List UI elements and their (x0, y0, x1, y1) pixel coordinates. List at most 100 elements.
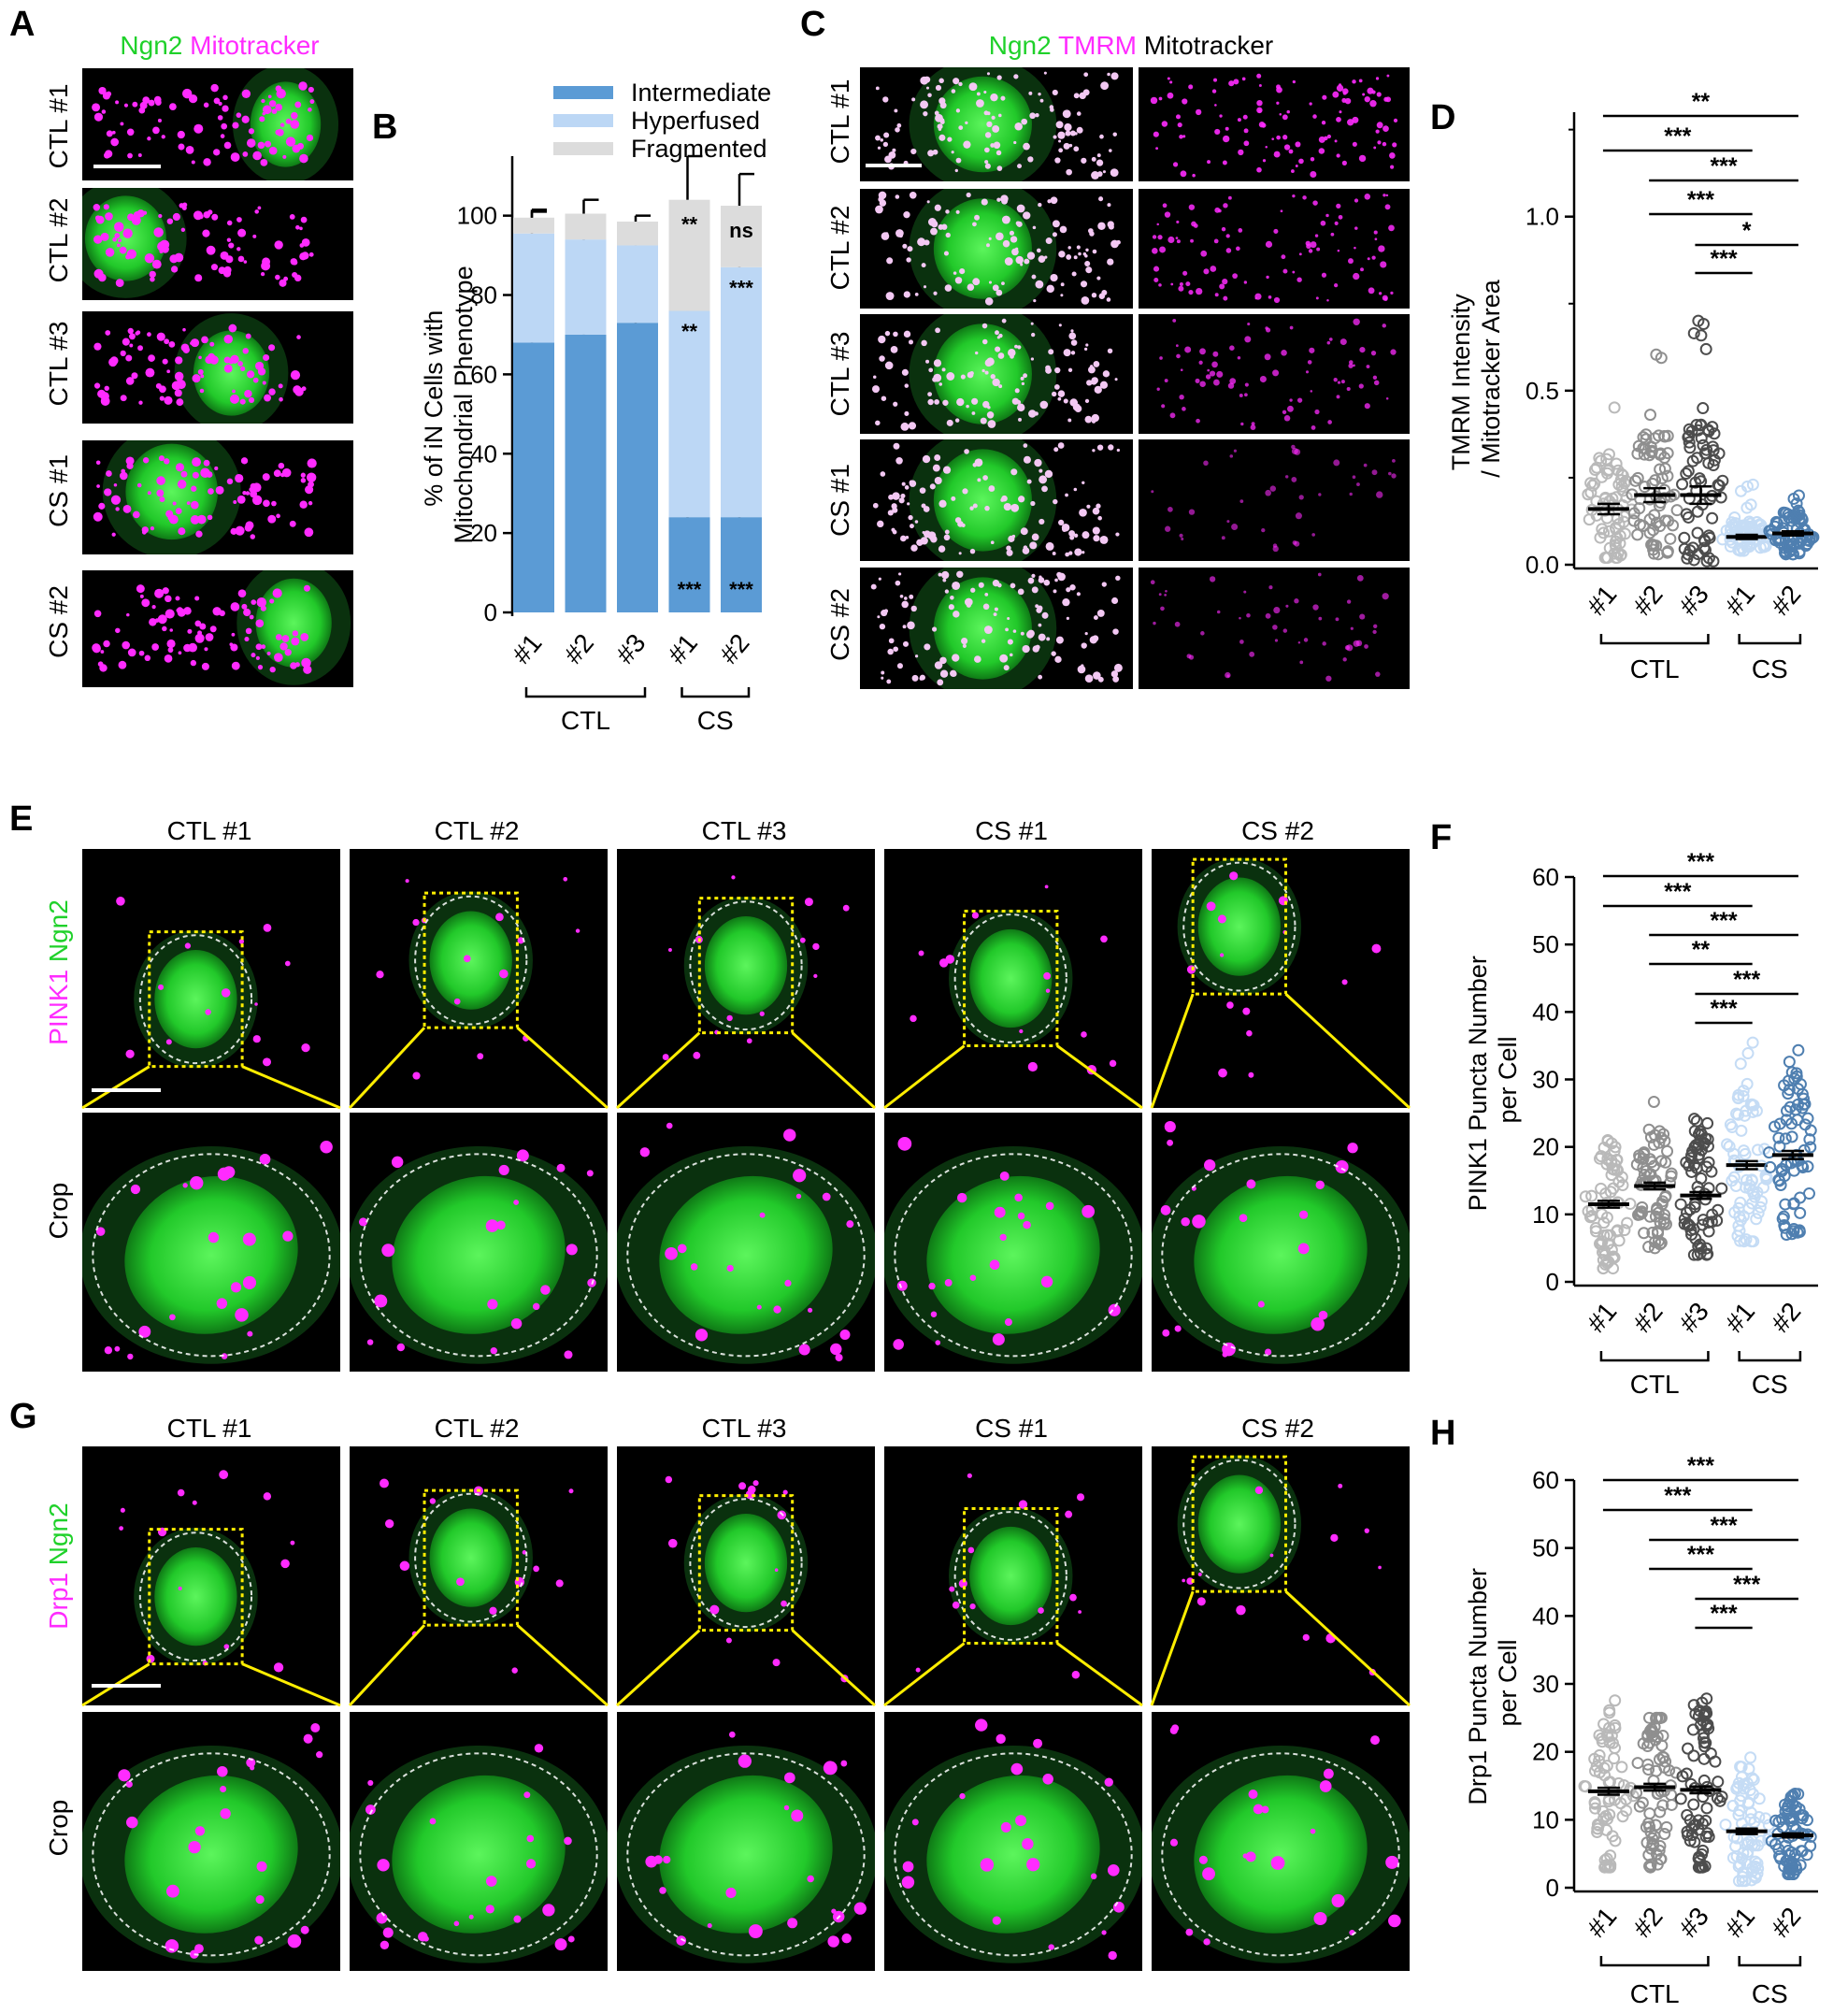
mito-punctum (1057, 390, 1066, 397)
significance-label: ns (729, 219, 753, 242)
mito-punctum (1082, 1204, 1096, 1218)
data-point (1665, 1167, 1678, 1180)
mito-punctum (1016, 204, 1025, 213)
mito-punctum (567, 1935, 575, 1943)
mito-punctum (1265, 612, 1271, 619)
mito-punctum (1292, 270, 1296, 274)
mito-punctum (116, 243, 121, 248)
data-point (1588, 1752, 1601, 1765)
group-label: CS (1752, 1979, 1788, 2008)
crop-guide (791, 1031, 877, 1110)
data-point (1688, 1113, 1701, 1126)
mito-punctum (1276, 135, 1281, 140)
mito-punctum (1090, 378, 1097, 385)
nucleus (969, 1526, 1053, 1626)
mito-punctum (932, 377, 938, 382)
data-point (1605, 1137, 1618, 1150)
mito-punctum (242, 348, 249, 354)
mito-punctum (1246, 1029, 1253, 1037)
mito-punctum (1266, 327, 1271, 333)
mito-punctum (1038, 674, 1043, 680)
mito-punctum (190, 500, 199, 510)
mito-punctum (1071, 1670, 1081, 1679)
mito-punctum (168, 340, 176, 348)
mito-punctum (990, 93, 998, 102)
mito-punctum (931, 626, 938, 632)
y-tick-label: 50 (1532, 1534, 1559, 1562)
data-point (1793, 512, 1806, 525)
mito-punctum (1198, 1855, 1208, 1864)
mito-punctum (1385, 194, 1389, 197)
mito-punctum (952, 1601, 960, 1609)
mito-punctum (932, 464, 940, 472)
mito-punctum (1107, 72, 1110, 77)
mito-punctum (1330, 232, 1335, 237)
mito-punctum (942, 578, 947, 582)
data-point (1597, 1245, 1610, 1258)
mito-punctum (945, 955, 955, 964)
mito-punctum (948, 604, 954, 611)
nucleus (392, 1175, 566, 1334)
data-point (1591, 1818, 1604, 1831)
mito-punctum (1196, 418, 1200, 424)
mito-punctum (138, 1325, 151, 1338)
panel-g-side-drp1: Drp1 (44, 1573, 73, 1630)
mito-punctum (690, 1263, 698, 1271)
panel-a-row-label: CS #2 (44, 585, 73, 658)
mito-punctum (918, 950, 924, 956)
nucleus (154, 950, 237, 1049)
mito-punctum (973, 655, 981, 663)
data-point (1685, 1228, 1698, 1241)
mito-punctum (303, 1733, 313, 1744)
x-tick-label: #1 (1582, 1297, 1623, 1338)
mito-punctum (1017, 345, 1022, 350)
mito-punctum (120, 395, 127, 402)
mito-punctum (946, 419, 953, 426)
mito-punctum (1060, 282, 1065, 287)
mito-punctum (231, 632, 236, 637)
mito-punctum (1035, 280, 1044, 289)
mito-punctum (296, 335, 301, 339)
data-point (1648, 1236, 1661, 1249)
data-point (1747, 1774, 1760, 1787)
mito-punctum (257, 665, 264, 670)
mito-punctum (141, 526, 149, 534)
mito-punctum (1014, 122, 1023, 131)
mito-punctum (726, 1014, 733, 1022)
mito-punctum (254, 1935, 264, 1945)
mito-punctum (119, 246, 127, 254)
mito-punctum (888, 638, 895, 644)
tile-content (875, 67, 1119, 181)
mito-punctum (191, 485, 197, 492)
mito-punctum (139, 594, 144, 598)
mito-punctum (1004, 257, 1013, 266)
mito-punctum (212, 607, 222, 616)
mito-punctum (966, 602, 971, 608)
mito-punctum (201, 662, 209, 670)
panel-g-side-ngn2: Ngn2 (44, 1503, 73, 1565)
mito-punctum (151, 259, 162, 269)
tile-content (884, 1718, 1142, 1963)
data-point (1779, 507, 1792, 520)
significance-label: *** (1710, 908, 1737, 934)
data-point (1683, 441, 1697, 454)
group-label: CTL (1630, 1979, 1680, 2008)
mito-punctum (290, 662, 297, 669)
mito-punctum (1052, 89, 1058, 96)
mito-punctum (100, 396, 110, 406)
mito-punctum (126, 128, 135, 137)
mito-punctum (498, 1164, 509, 1175)
mito-punctum (795, 1193, 802, 1200)
mito-punctum (1028, 91, 1033, 95)
mito-punctum (1388, 224, 1395, 232)
mito-punctum (127, 213, 135, 222)
mito-punctum (1229, 871, 1239, 881)
mito-punctum (299, 500, 308, 509)
data-point (1801, 1160, 1814, 1173)
mito-punctum (773, 1305, 781, 1314)
panel-e-column-label: CTL #3 (702, 816, 787, 845)
mito-punctum (129, 333, 136, 340)
significance-label: *** (1710, 1513, 1737, 1539)
mito-punctum (127, 648, 136, 657)
tile-content (1177, 1455, 1382, 1676)
